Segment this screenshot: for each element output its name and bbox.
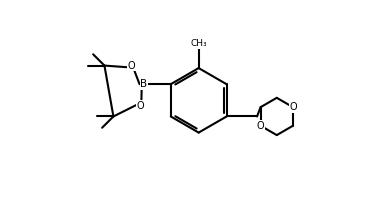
- Text: B: B: [140, 79, 147, 89]
- Text: CH₃: CH₃: [190, 39, 207, 48]
- Text: O: O: [257, 121, 264, 131]
- Text: O: O: [289, 102, 297, 112]
- Text: O: O: [136, 101, 144, 111]
- Text: O: O: [128, 61, 135, 71]
